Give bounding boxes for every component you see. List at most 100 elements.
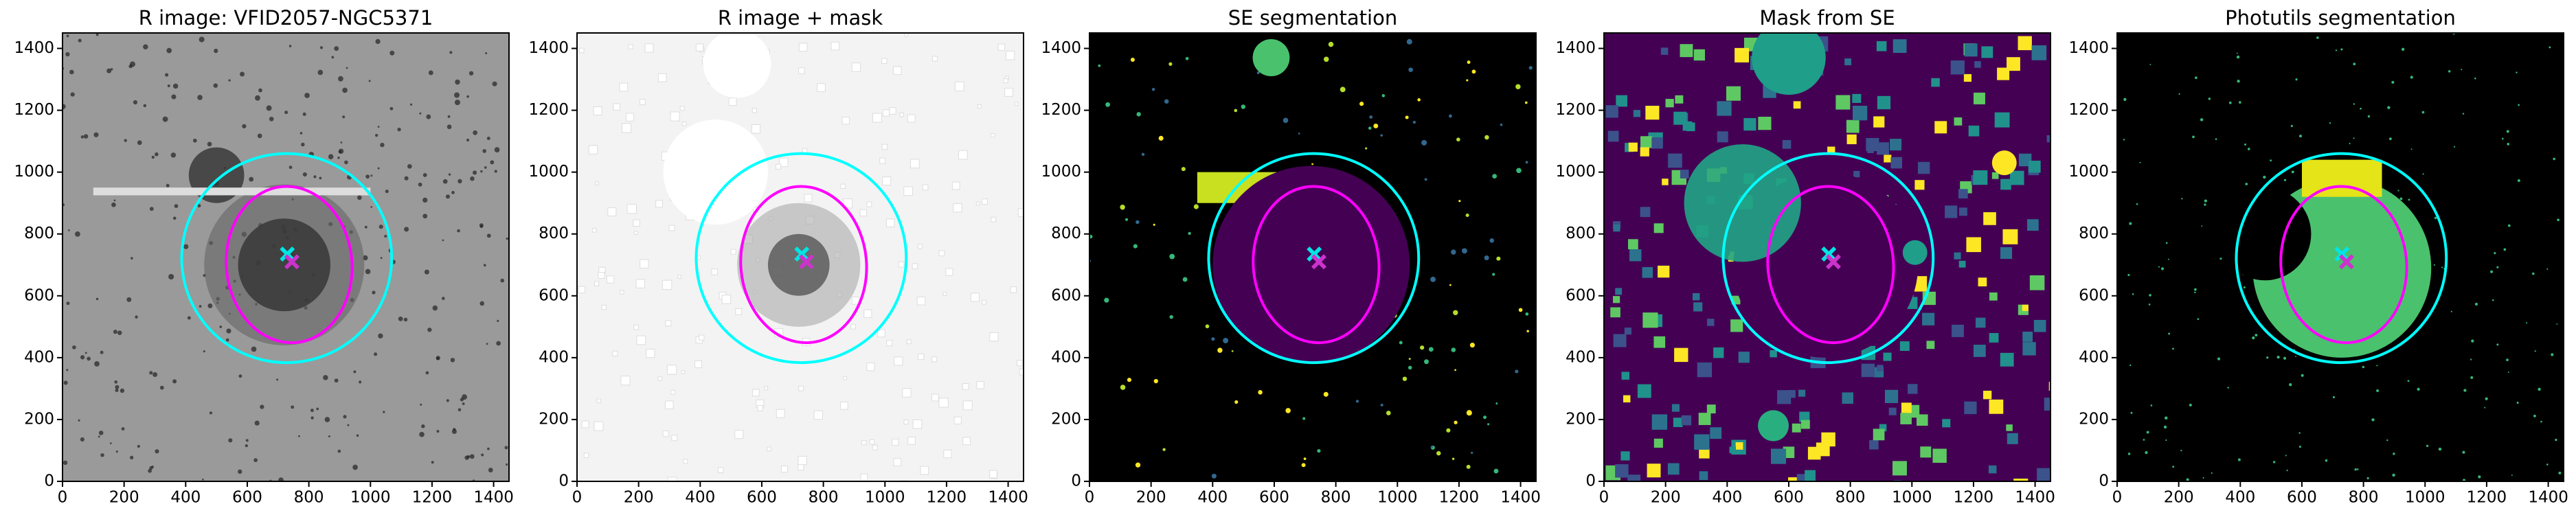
texture bbox=[1920, 446, 1932, 458]
texture bbox=[694, 360, 703, 369]
texture bbox=[764, 386, 769, 391]
x-tick-label: 400 bbox=[685, 489, 715, 507]
texture bbox=[447, 115, 451, 118]
texture bbox=[1381, 94, 1386, 98]
texture bbox=[2421, 111, 2425, 114]
x-tick-label: 1400 bbox=[2528, 489, 2568, 507]
texture bbox=[1127, 378, 1131, 382]
texture bbox=[1399, 341, 1403, 345]
texture bbox=[942, 291, 947, 296]
texture bbox=[607, 207, 617, 217]
texture bbox=[1528, 66, 1533, 70]
x-tick-label: 600 bbox=[747, 489, 777, 507]
texture bbox=[1770, 350, 1777, 358]
texture bbox=[2243, 286, 2246, 289]
texture bbox=[931, 356, 938, 363]
texture bbox=[446, 399, 449, 402]
texture bbox=[813, 410, 823, 420]
texture bbox=[1016, 360, 1024, 367]
texture bbox=[1610, 307, 1620, 318]
texture bbox=[1451, 457, 1455, 461]
texture bbox=[757, 405, 763, 411]
texture bbox=[2540, 420, 2542, 423]
texture bbox=[2397, 190, 2399, 192]
texture bbox=[375, 38, 381, 45]
texture bbox=[130, 455, 134, 459]
texture bbox=[368, 80, 371, 82]
texture bbox=[1169, 253, 1175, 260]
texture bbox=[1735, 47, 1750, 62]
texture bbox=[1981, 46, 1993, 58]
texture bbox=[1958, 260, 1966, 268]
texture bbox=[1873, 428, 1885, 441]
texture bbox=[1489, 238, 1494, 243]
texture bbox=[982, 299, 987, 305]
texture bbox=[249, 176, 254, 182]
x-tick-label: 600 bbox=[232, 489, 262, 507]
texture bbox=[1651, 137, 1663, 149]
texture bbox=[1798, 389, 1806, 397]
texture bbox=[238, 469, 242, 474]
texture bbox=[681, 121, 687, 126]
texture bbox=[1492, 273, 1495, 276]
texture bbox=[2165, 416, 2168, 420]
texture bbox=[2211, 472, 2213, 474]
texture bbox=[1861, 363, 1875, 378]
texture bbox=[2172, 466, 2175, 468]
y-tick-label: 1400 bbox=[14, 39, 54, 57]
texture bbox=[2360, 107, 2362, 110]
texture bbox=[2031, 45, 2047, 60]
texture bbox=[1879, 424, 1887, 432]
texture bbox=[1098, 64, 1101, 67]
texture bbox=[1518, 308, 1523, 312]
texture bbox=[1968, 125, 1980, 137]
texture bbox=[374, 352, 378, 356]
texture bbox=[1303, 457, 1307, 460]
marker bbox=[794, 246, 810, 262]
texture bbox=[347, 424, 350, 426]
texture bbox=[404, 176, 409, 181]
texture bbox=[492, 81, 497, 87]
texture bbox=[861, 440, 867, 446]
x-tick-label: 400 bbox=[1712, 489, 1742, 507]
texture bbox=[155, 449, 159, 454]
texture bbox=[424, 269, 429, 275]
texture bbox=[841, 117, 850, 125]
ellipse bbox=[1252, 185, 1381, 345]
texture bbox=[2349, 143, 2351, 145]
texture bbox=[2353, 137, 2355, 139]
texture bbox=[151, 155, 155, 159]
texture bbox=[2470, 358, 2472, 360]
texture bbox=[860, 473, 868, 481]
texture bbox=[730, 249, 736, 255]
texture bbox=[1417, 98, 1421, 102]
texture bbox=[2255, 334, 2258, 337]
texture bbox=[840, 401, 848, 410]
texture bbox=[2546, 268, 2549, 270]
texture bbox=[253, 458, 258, 463]
texture bbox=[80, 135, 84, 139]
texture bbox=[1130, 57, 1135, 62]
texture bbox=[2408, 198, 2410, 201]
texture bbox=[2470, 376, 2474, 379]
texture bbox=[93, 187, 371, 196]
x-tick-label: 600 bbox=[1259, 489, 1289, 507]
texture bbox=[1283, 117, 1289, 124]
texture bbox=[72, 345, 76, 350]
texture bbox=[506, 237, 509, 240]
x-tick-label: 1400 bbox=[473, 489, 514, 507]
texture bbox=[2245, 183, 2248, 185]
texture bbox=[425, 371, 429, 375]
texture bbox=[100, 350, 104, 354]
texture bbox=[1380, 403, 1383, 407]
texture bbox=[665, 320, 672, 327]
texture bbox=[2301, 374, 2304, 377]
texture bbox=[909, 159, 920, 169]
texture bbox=[677, 275, 681, 279]
texture bbox=[2316, 36, 2319, 39]
texture bbox=[625, 113, 635, 122]
texture bbox=[483, 264, 486, 267]
x-tick-label: 0 bbox=[572, 489, 583, 507]
y-tick-label: 1000 bbox=[528, 163, 569, 181]
texture bbox=[422, 197, 428, 203]
